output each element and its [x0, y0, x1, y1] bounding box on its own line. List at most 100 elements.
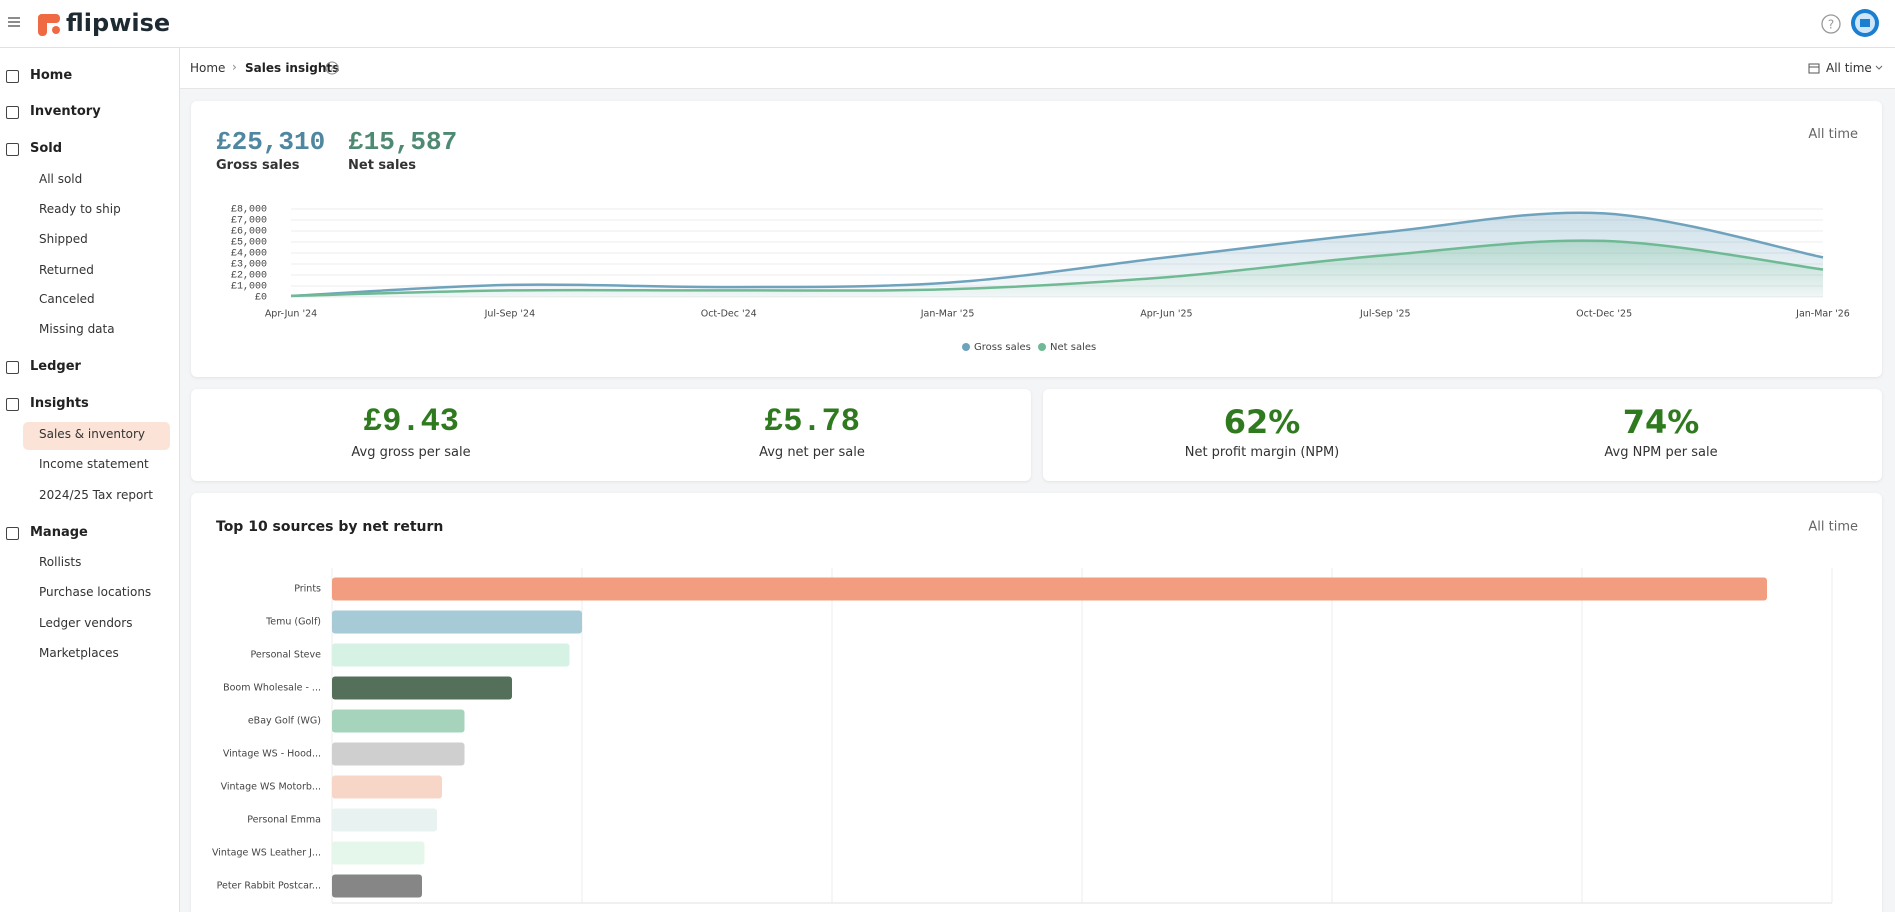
- bar[interactable]: [332, 643, 570, 667]
- kpi-value: £9.43: [362, 403, 459, 440]
- y-tick-label: eBay Golf (WG): [248, 716, 321, 727]
- logo-icon: [38, 14, 60, 36]
- nav-subitem[interactable]: 2024/25 Tax report: [39, 488, 153, 502]
- period-label: All time: [1808, 520, 1858, 535]
- x-tick-label: Jul-Sep '24: [484, 309, 536, 320]
- sidebar: Home Inventory Sold All sold Ready to ship Sh…: [0, 48, 180, 912]
- kpi-value: 74%: [1622, 403, 1700, 441]
- bar[interactable]: [332, 577, 1767, 601]
- kpi-card: 62% Net profit margin (NPM) 74% Avg NPM per…: [1043, 389, 1882, 481]
- nav-item[interactable]: Home: [30, 68, 73, 83]
- chevron: [1875, 65, 1883, 70]
- area-chart: £0£1,000£2,000£3,000£4,000£5,000£6,000£7…: [231, 205, 1850, 353]
- kpi-label: Net profit margin (NPM): [1184, 445, 1340, 460]
- help-icon[interactable]: ?: [1820, 13, 1842, 35]
- menu-icon[interactable]: [6, 14, 22, 30]
- nav-subitem[interactable]: Rollists: [39, 555, 82, 569]
- y-tick-label: £1,000: [231, 282, 267, 293]
- calendar-icon: [1808, 63, 1820, 74]
- nav-subitem[interactable]: Missing data: [39, 322, 115, 336]
- nav-subitem[interactable]: Canceled: [39, 292, 95, 306]
- x-tick-label: Jul-Sep '25: [1359, 309, 1411, 320]
- nav-item[interactable]: Manage: [30, 525, 88, 540]
- nav-active-bg: [23, 422, 170, 450]
- y-tick-label: £6,000: [231, 227, 267, 238]
- legend-dot: [1038, 343, 1046, 351]
- svg-text:?: ?: [330, 65, 334, 74]
- gross-value: £25,310: [216, 127, 326, 157]
- bar[interactable]: [332, 808, 437, 832]
- y-tick-label: £0: [255, 293, 267, 304]
- nav-icon: [6, 70, 19, 83]
- y-tick-label: Vintage WS Motorb...: [221, 782, 321, 793]
- kpi-value: 62%: [1223, 403, 1301, 441]
- nav-subitem[interactable]: Returned: [39, 263, 94, 277]
- y-tick-label: £5,000: [231, 238, 267, 249]
- bar-chart: Top 10 sources by net return All time Prin…: [212, 519, 1858, 904]
- nav-subitem[interactable]: Income statement: [39, 457, 149, 471]
- bar[interactable]: [332, 874, 422, 898]
- logo-text[interactable]: flipwise: [66, 9, 171, 37]
- x-tick-label: Jan-Mar '26: [1795, 309, 1850, 320]
- bar[interactable]: [332, 610, 582, 634]
- series-line: [290, 239, 1824, 298]
- legend-label[interactable]: Gross sales: [974, 342, 1031, 353]
- nav-icon: [6, 398, 19, 411]
- breadcrumb-home[interactable]: Home: [190, 61, 226, 75]
- y-tick-label: £3,000: [231, 260, 267, 271]
- gross-label: Gross sales: [216, 158, 300, 173]
- x-tick-label: Apr-Jun '25: [1140, 309, 1192, 320]
- net-label: Net sales: [348, 158, 416, 173]
- nav-item[interactable]: Insights: [30, 396, 89, 411]
- nav-icon: [6, 361, 19, 374]
- nav-item[interactable]: Ledger: [30, 359, 81, 374]
- bar[interactable]: [332, 841, 425, 865]
- y-tick-label: Vintage WS - Hood...: [223, 749, 321, 760]
- y-tick-label: £8,000: [231, 205, 267, 216]
- bar[interactable]: [332, 742, 465, 766]
- y-tick-label: £4,000: [231, 249, 267, 260]
- x-tick-label: Oct-Dec '24: [701, 309, 757, 320]
- period-select[interactable]: All time: [1826, 61, 1872, 75]
- kpi-value: £5.78: [763, 403, 860, 440]
- sales-card: £25,310 Gross sales £15,587 Net sales Al…: [191, 101, 1882, 377]
- kpi-card: £9.43 Avg gross per sale £5.78 Avg net per …: [191, 389, 1031, 481]
- kpi-label: Avg NPM per sale: [1604, 445, 1718, 460]
- y-tick-label: Personal Steve: [251, 650, 322, 661]
- nav-subitem[interactable]: Sales & inventory: [39, 427, 146, 441]
- net-value: £15,587: [348, 127, 458, 157]
- legend-dot: [962, 343, 970, 351]
- bar[interactable]: [332, 709, 465, 733]
- avatar[interactable]: [1850, 8, 1880, 38]
- nav-item[interactable]: Inventory: [30, 104, 101, 119]
- y-tick-label: Boom Wholesale - ...: [223, 683, 321, 694]
- nav-subitem[interactable]: Ledger vendors: [39, 616, 133, 630]
- y-tick-label: £2,000: [231, 271, 267, 282]
- y-tick-label: Vintage WS Leather J...: [212, 848, 321, 859]
- nav-icon: [6, 143, 19, 156]
- nav-subitem[interactable]: Purchase locations: [39, 585, 152, 599]
- svg-text:?: ?: [1828, 18, 1834, 32]
- period-label: All time: [1808, 127, 1858, 142]
- nav-subitem[interactable]: All sold: [39, 172, 83, 186]
- nav-subitem[interactable]: Shipped: [39, 232, 88, 246]
- series-line: [290, 211, 1824, 298]
- bar[interactable]: [332, 676, 512, 700]
- y-tick-label: Personal Emma: [247, 815, 321, 826]
- kpi-label: Avg net per sale: [759, 445, 865, 460]
- y-tick-label: Peter Rabbit Postcar...: [217, 881, 321, 892]
- top-bar: flipwise ?: [0, 0, 1895, 48]
- nav-icon: [6, 527, 19, 540]
- nav-subitem[interactable]: Marketplaces: [39, 646, 119, 660]
- sources-card: Top 10 sources by net return All time Prin…: [191, 493, 1882, 912]
- help-icon[interactable]: ?: [324, 60, 340, 76]
- y-tick-label: Temu (Golf): [265, 617, 321, 628]
- bar[interactable]: [332, 775, 442, 799]
- nav-icon: [6, 106, 19, 119]
- y-tick-label: £7,000: [231, 216, 267, 227]
- breadcrumb-current: Sales insights: [245, 61, 340, 75]
- legend-label[interactable]: Net sales: [1050, 342, 1096, 353]
- nav-item[interactable]: Sold: [30, 141, 63, 156]
- nav-subitem[interactable]: Ready to ship: [39, 202, 121, 216]
- kpi-label: Avg gross per sale: [351, 445, 471, 460]
